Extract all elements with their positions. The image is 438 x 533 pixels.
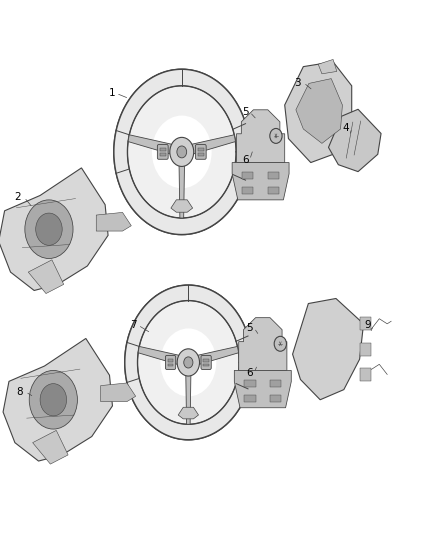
Circle shape — [184, 357, 193, 368]
Polygon shape — [237, 110, 285, 163]
Polygon shape — [232, 163, 289, 200]
Bar — [168, 359, 173, 361]
Bar — [242, 187, 254, 195]
Polygon shape — [101, 383, 136, 402]
Bar — [244, 379, 256, 387]
Bar — [198, 153, 204, 156]
Bar — [160, 148, 166, 151]
Text: 7: 7 — [130, 320, 137, 330]
Bar — [268, 172, 279, 179]
Bar — [270, 379, 281, 387]
Circle shape — [114, 69, 250, 235]
Polygon shape — [293, 298, 364, 400]
Bar — [244, 394, 256, 402]
Polygon shape — [114, 69, 250, 235]
Text: 8: 8 — [16, 387, 23, 397]
Text: 4: 4 — [343, 123, 350, 133]
Circle shape — [152, 116, 212, 188]
Circle shape — [270, 128, 282, 143]
Polygon shape — [360, 343, 371, 356]
Polygon shape — [191, 135, 236, 154]
Polygon shape — [285, 62, 352, 163]
Polygon shape — [239, 318, 287, 370]
Bar — [268, 187, 279, 195]
Polygon shape — [125, 285, 252, 440]
Polygon shape — [3, 338, 113, 461]
Circle shape — [36, 213, 62, 245]
Polygon shape — [328, 109, 381, 172]
Polygon shape — [234, 370, 291, 408]
Polygon shape — [179, 165, 184, 218]
Polygon shape — [33, 431, 68, 464]
Polygon shape — [0, 168, 108, 290]
Text: 1: 1 — [108, 88, 115, 98]
Polygon shape — [198, 346, 239, 365]
FancyBboxPatch shape — [166, 356, 176, 369]
Polygon shape — [96, 213, 131, 231]
Polygon shape — [171, 200, 193, 212]
Polygon shape — [186, 375, 191, 424]
Circle shape — [274, 336, 286, 351]
FancyBboxPatch shape — [157, 144, 168, 159]
Polygon shape — [360, 318, 371, 330]
Polygon shape — [128, 135, 172, 154]
Polygon shape — [318, 59, 337, 74]
Polygon shape — [138, 346, 179, 365]
Bar — [270, 394, 281, 402]
Bar — [204, 364, 209, 366]
Text: 6: 6 — [242, 155, 249, 165]
Circle shape — [160, 328, 216, 397]
Text: 6: 6 — [246, 368, 253, 378]
FancyBboxPatch shape — [195, 144, 206, 159]
Circle shape — [125, 285, 252, 440]
Polygon shape — [296, 78, 343, 143]
Circle shape — [177, 146, 187, 158]
Text: 5: 5 — [246, 323, 253, 333]
Circle shape — [25, 200, 73, 259]
Polygon shape — [178, 407, 198, 419]
Text: 3: 3 — [294, 78, 301, 87]
Circle shape — [170, 138, 194, 166]
Bar — [160, 153, 166, 156]
Bar — [198, 148, 204, 151]
Text: 2: 2 — [14, 192, 21, 202]
Polygon shape — [28, 260, 64, 294]
Circle shape — [29, 370, 78, 429]
FancyBboxPatch shape — [201, 356, 211, 369]
Bar — [168, 364, 173, 366]
Text: 5: 5 — [242, 107, 249, 117]
Circle shape — [177, 349, 200, 376]
Bar — [242, 172, 254, 179]
Polygon shape — [360, 368, 371, 381]
Circle shape — [40, 384, 67, 416]
Text: 9: 9 — [364, 320, 371, 330]
Bar — [204, 359, 209, 361]
